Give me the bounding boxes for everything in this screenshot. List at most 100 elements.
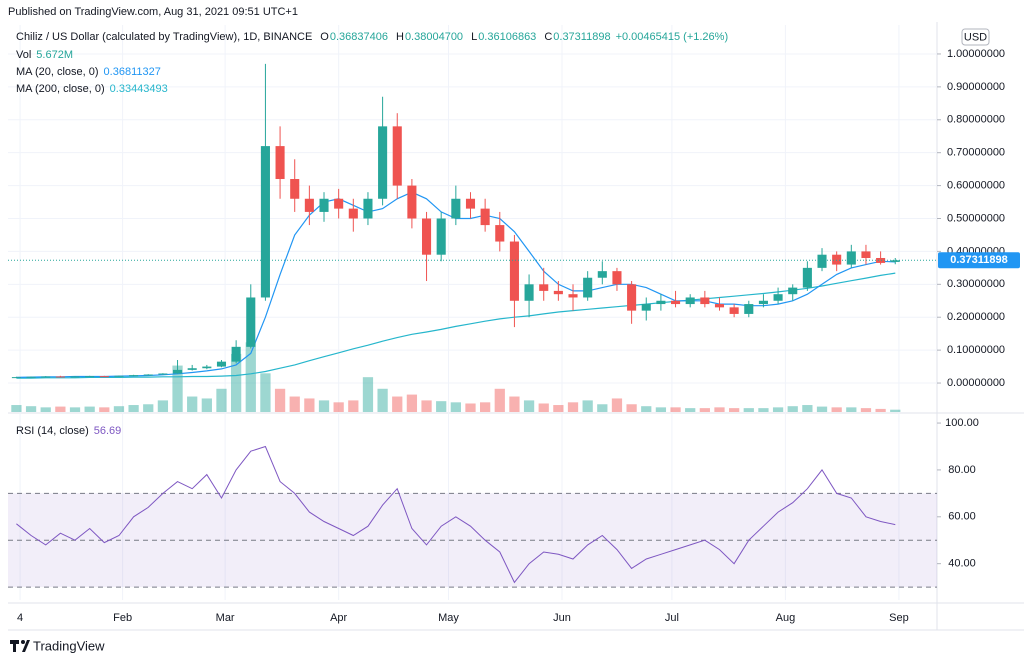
candle-body [216, 361, 227, 367]
legend-text: O [320, 31, 329, 43]
last-price-box [938, 252, 1020, 269]
candle-body [436, 218, 446, 255]
volume-bar [480, 402, 491, 412]
candle-body [890, 260, 900, 262]
candle-body [524, 284, 534, 301]
candle-body [758, 300, 768, 305]
candle-body [290, 179, 300, 199]
volume-bar [128, 405, 139, 412]
candle-body [802, 267, 812, 288]
candle-body [583, 277, 593, 298]
volume-bar [157, 400, 169, 412]
candle-body [744, 304, 754, 314]
candle-body [846, 251, 856, 265]
volume-bar [802, 405, 813, 412]
volume-bar [890, 409, 901, 412]
volume-bar [245, 342, 256, 412]
candle-body [729, 307, 739, 314]
volume-bar [509, 396, 520, 412]
x-tick-label: Aug [776, 612, 796, 624]
candle-body [246, 297, 256, 347]
x-tick-label: 4 [17, 612, 23, 624]
volume-bar [494, 388, 505, 412]
candle-body [114, 375, 124, 377]
volume-bar [406, 394, 418, 412]
candle-body [319, 198, 329, 212]
candle-body [495, 225, 505, 242]
rsi-line [16, 445, 896, 584]
published-note: Published on TradingView.com, Aug 31, 20… [8, 6, 298, 18]
legend-text: RSI (14, close) [16, 425, 89, 437]
legend-text: 0.36837406 [330, 31, 388, 43]
legend-text: 0.37311898 [553, 31, 610, 43]
volume-bar [69, 407, 81, 412]
candle-body [378, 126, 388, 199]
currency-box [961, 28, 990, 46]
volume-bar [582, 400, 593, 412]
volume-bar [55, 406, 66, 412]
volume-bar [699, 408, 710, 412]
rsi-tick-label: 40.00 [948, 558, 976, 570]
volume-bar [831, 407, 842, 412]
legend-text: Vol [16, 49, 31, 61]
legend-text: H [396, 31, 404, 43]
x-tick-label: Feb [113, 612, 132, 624]
candle-body [539, 284, 549, 291]
rsi-tick-label: 60.00 [948, 511, 976, 523]
y-tick-label: 0.10000000 [947, 344, 1005, 356]
candle-body [509, 241, 519, 301]
candle-body [173, 369, 183, 374]
legend-text: 0.33443493 [110, 83, 168, 95]
volume-bar [553, 405, 564, 412]
volume-bar [362, 377, 374, 412]
y-tick-label: 0.30000000 [947, 278, 1005, 290]
moving-average [16, 272, 896, 379]
volume-bar [875, 408, 886, 412]
legend-text: 0.36811327 [104, 66, 161, 78]
volume-bar [289, 396, 300, 412]
volume-bar [860, 408, 872, 412]
legend-text: MA (200, close, 0) [16, 83, 105, 95]
candle-body [671, 300, 681, 305]
y-tick-label: 0.80000000 [947, 114, 1005, 126]
volume-bar [523, 400, 535, 412]
volume-bar [743, 408, 754, 412]
y-tick-label: 1.00000000 [947, 48, 1005, 60]
candle-body [407, 185, 417, 219]
candle-body [231, 346, 241, 362]
candle-body [422, 218, 432, 255]
last-price-label: 0.37311898 [950, 254, 1008, 266]
candle-body [465, 198, 476, 209]
brand: TradingView [33, 638, 105, 653]
volume-bar [260, 373, 271, 412]
legend-text: +0.00465415 (+1.26%) [616, 31, 729, 43]
candle-body [70, 376, 80, 378]
y-tick-label: 0.60000000 [947, 179, 1005, 191]
candle-body [861, 251, 871, 258]
volume-bar [421, 400, 432, 412]
volume-bar [670, 407, 681, 412]
volume-bar [333, 402, 344, 412]
candle-body [129, 375, 139, 377]
volume-bar [84, 406, 95, 412]
candle-body [451, 198, 461, 219]
legend-text: L [471, 31, 477, 43]
candle-body [26, 376, 36, 378]
legend-text: C [544, 31, 552, 43]
volume-bar [348, 400, 359, 412]
legend-row: Chiliz / US Dollar (calculated by Tradin… [16, 31, 728, 43]
candle-body [876, 257, 886, 263]
legend-text: Chiliz / US Dollar (calculated by Tradin… [16, 31, 312, 43]
candle-body [627, 284, 637, 311]
candle-body [714, 304, 725, 308]
legend-text: 0.38004700 [405, 31, 463, 43]
y-tick-label: 0.90000000 [947, 81, 1005, 93]
candle-body [685, 297, 695, 305]
rsi-tick-label: 100.00 [945, 417, 979, 429]
volume-bar [392, 396, 403, 412]
candle-body [348, 208, 358, 219]
volume-bar [436, 401, 447, 412]
candle-body [553, 290, 563, 295]
volume-bar [99, 407, 110, 412]
